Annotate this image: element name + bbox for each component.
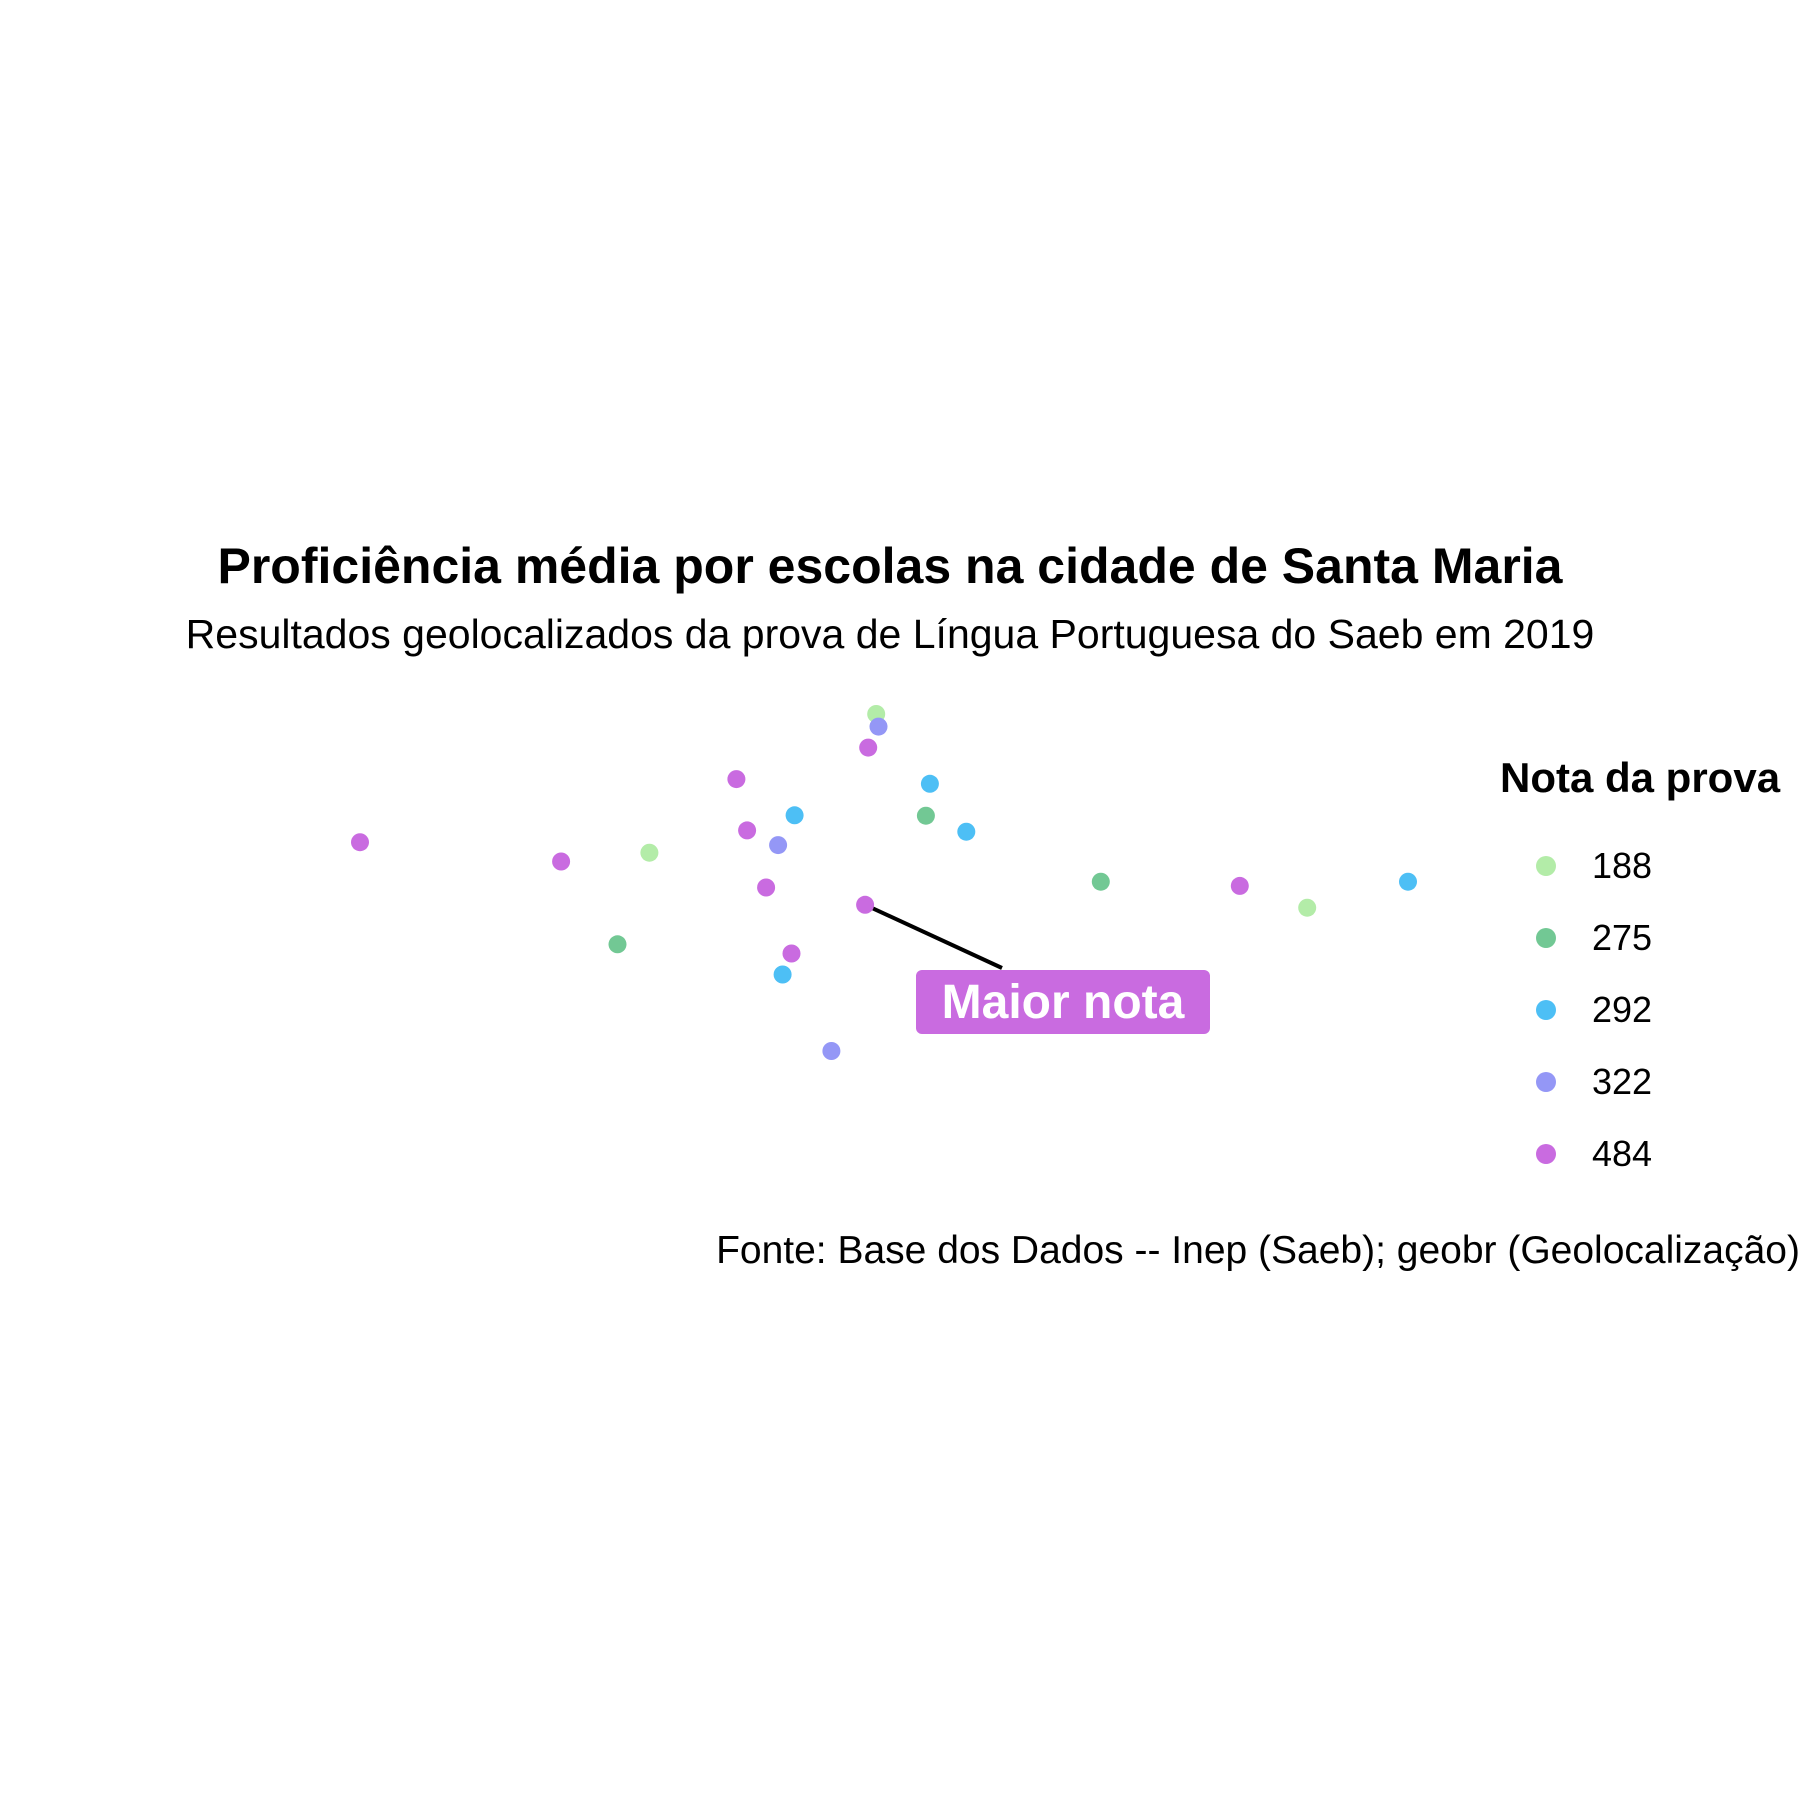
legend-item-292: 292 (1500, 974, 1800, 1046)
legend-item-275: 275 (1500, 902, 1800, 974)
school-point-21 (782, 944, 801, 963)
school-point-2 (869, 717, 888, 736)
legend: Nota da prova 188 275 292 322 484 (1500, 752, 1800, 1190)
school-point-20 (856, 895, 875, 914)
school-point-6 (785, 806, 804, 825)
legend-label-484: 484 (1592, 1133, 1653, 1174)
school-point-8 (957, 822, 976, 841)
school-point-14 (757, 878, 776, 897)
school-point-3 (859, 738, 878, 757)
chart-subtitle: Resultados geolocalizados da prova de Lí… (185, 611, 1595, 657)
legend-key-275 (1536, 928, 1556, 948)
school-point-11 (351, 833, 369, 852)
school-point-5 (920, 774, 939, 793)
school-point-23 (822, 1042, 841, 1060)
school-point-9 (738, 821, 757, 840)
school-point-4 (727, 770, 746, 789)
legend-items: 188 275 292 322 484 (1500, 830, 1800, 1190)
school-point-22 (773, 965, 792, 984)
legend-label-275: 275 (1592, 917, 1653, 958)
legend-key-292 (1536, 1000, 1556, 1020)
legend-item-322: 322 (1500, 1046, 1800, 1118)
school-point-15 (1091, 872, 1110, 891)
school-point-17 (1399, 872, 1417, 891)
legend-key-322 (1536, 1072, 1556, 1092)
school-point-16 (1230, 876, 1249, 895)
school-point-19 (608, 935, 627, 954)
school-point-12 (640, 843, 659, 862)
annotation-label: Maior nota (941, 975, 1185, 1029)
legend-item-188: 188 (1500, 830, 1800, 902)
legend-item-484: 484 (1500, 1118, 1800, 1190)
school-point-10 (769, 836, 788, 855)
annotation-label-box: Maior nota (916, 970, 1210, 1034)
chart-title: Proficiência média por escolas na cidade… (217, 538, 1563, 594)
school-point-7 (916, 806, 935, 825)
legend-label-188: 188 (1592, 845, 1653, 886)
chart-caption: Fonte: Base dos Dados -- Inep (Saeb); ge… (716, 1229, 1800, 1272)
legend-key-188 (1536, 856, 1556, 876)
annotation-leader-line (864, 902, 1003, 970)
legend-label-292: 292 (1592, 989, 1653, 1030)
legend-key-484 (1536, 1144, 1556, 1164)
legend-label-322: 322 (1592, 1061, 1653, 1102)
legend-title: Nota da prova (1500, 754, 1781, 801)
school-point-13 (552, 852, 571, 871)
school-point-18 (1298, 898, 1317, 917)
